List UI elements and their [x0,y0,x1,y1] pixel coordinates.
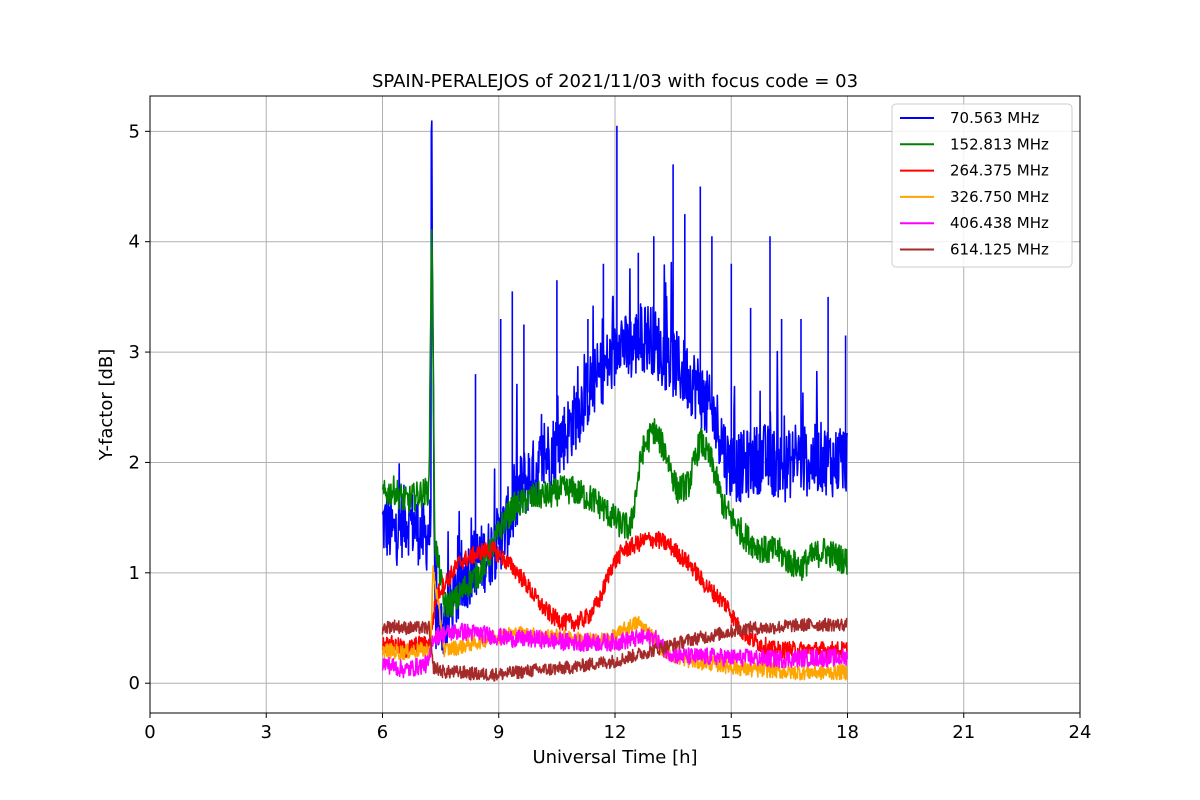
x-tick-label: 21 [952,722,975,743]
y-tick-label: 5 [129,121,140,142]
series-line-4 [381,622,848,679]
legend-label-3: 326.750 MHz [950,188,1049,206]
series-line-2 [381,530,848,660]
x-tick-label: 12 [604,722,627,743]
x-tick-label: 24 [1069,722,1092,743]
x-axis-label: Universal Time [h] [532,747,697,768]
series-layer [381,120,848,682]
chart-title: SPAIN-PERALEJOS of 2021/11/03 with focus… [372,71,858,92]
series-line-1 [381,228,848,618]
y-tick-label: 4 [129,232,140,253]
y-tick-label: 3 [129,342,140,363]
legend-label-4: 406.438 MHz [950,214,1049,232]
y-tick-label: 1 [129,563,140,584]
series-line-3 [381,565,848,681]
y-axis-label: Y-factor [dB] [96,349,117,462]
legend-label-0: 70.563 MHz [950,109,1039,127]
series-line-5 [381,617,848,682]
y-tick-label: 0 [129,673,140,694]
x-tick-label: 9 [493,722,504,743]
legend-label-5: 614.125 MHz [950,241,1049,259]
x-tick-label: 15 [720,722,743,743]
legend-box [891,103,1073,268]
x-tick-label: 6 [377,722,388,743]
legend-label-2: 264.375 MHz [950,162,1049,180]
legend: 70.563 MHz 152.813 MHz 264.375 MHz 326.750 … [891,103,1073,268]
x-tick-label: 3 [261,722,272,743]
x-tick-label: 0 [144,722,155,743]
legend-label-1: 152.813 MHz [950,135,1049,153]
x-tick-label: 18 [836,722,859,743]
y-tick-label: 2 [129,452,140,473]
series-line-0 [381,120,848,655]
